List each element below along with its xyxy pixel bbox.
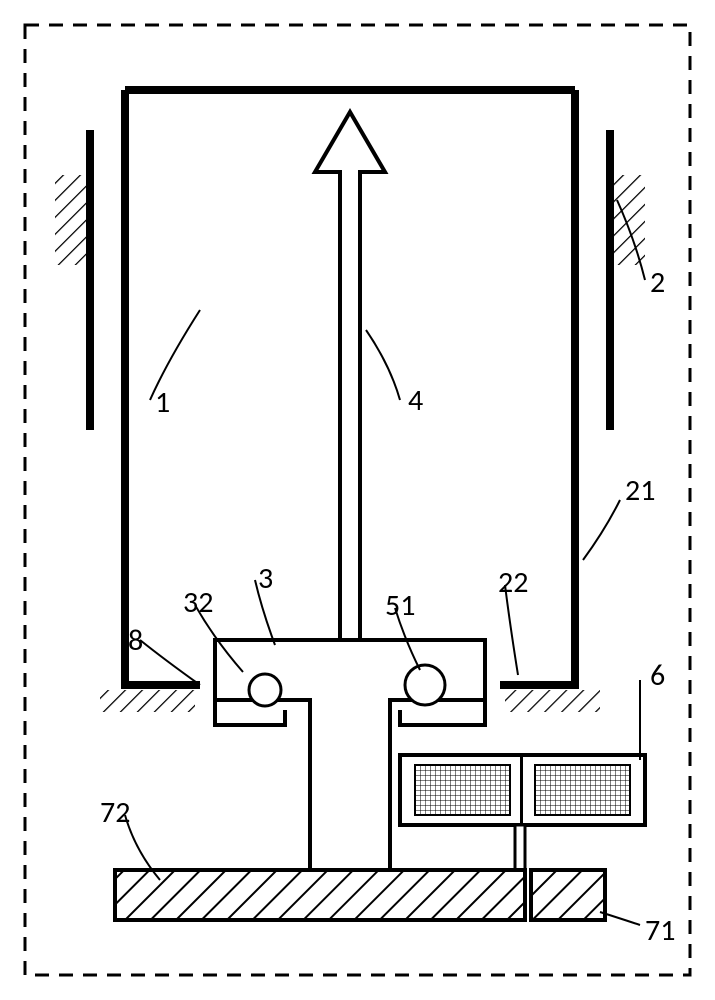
label-3: 3 bbox=[258, 560, 273, 597]
base-left bbox=[115, 870, 525, 920]
leader-4 bbox=[366, 330, 400, 400]
grille-cell-0 bbox=[415, 765, 510, 815]
base-right bbox=[531, 870, 605, 920]
label-21: 21 bbox=[625, 472, 655, 509]
label-4: 4 bbox=[408, 382, 423, 419]
label-71: 71 bbox=[645, 912, 675, 949]
label-32: 32 bbox=[183, 584, 213, 621]
right-roller bbox=[405, 665, 445, 705]
flow-arrow bbox=[315, 112, 385, 640]
hatch-left bbox=[55, 175, 90, 265]
label-8: 8 bbox=[128, 622, 143, 659]
leader-8 bbox=[140, 640, 200, 685]
hatch-right bbox=[610, 175, 645, 265]
leader-21 bbox=[583, 500, 620, 560]
grille-stem bbox=[515, 825, 525, 870]
hatch-bottom-right bbox=[505, 690, 600, 712]
label-51: 51 bbox=[385, 587, 415, 624]
label-22: 22 bbox=[498, 564, 528, 601]
grille-cell-1 bbox=[535, 765, 630, 815]
left-roller bbox=[249, 674, 281, 706]
label-6: 6 bbox=[650, 657, 665, 694]
hatch-bottom-left bbox=[100, 690, 195, 712]
label-2: 2 bbox=[650, 264, 665, 301]
label-1: 1 bbox=[155, 384, 170, 421]
label-72: 72 bbox=[100, 794, 130, 831]
